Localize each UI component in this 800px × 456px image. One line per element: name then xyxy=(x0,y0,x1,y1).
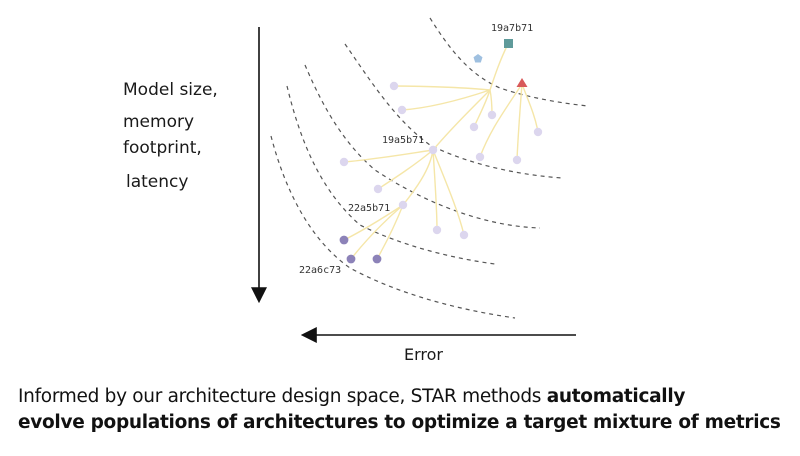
node xyxy=(487,110,497,120)
y-axis-label-line-1: Model size, xyxy=(123,80,218,100)
caption-bold-2: evolve populations of architectures to o… xyxy=(18,412,781,433)
caption: Informed by our architecture design spac… xyxy=(18,384,793,436)
node-evolved xyxy=(346,254,356,264)
evolution-branches xyxy=(343,43,539,260)
node xyxy=(398,200,408,210)
node xyxy=(533,127,543,137)
node xyxy=(475,152,485,162)
y-axis-label-line-3: footprint, xyxy=(123,138,202,158)
node xyxy=(373,184,383,194)
arch-label-top: 19a7b71 xyxy=(491,23,533,34)
y-axis-label-line-4: latency xyxy=(126,172,189,192)
node xyxy=(459,230,469,240)
pentagon-marker-icon xyxy=(473,54,483,63)
arch-label-mid: 19a5b71 xyxy=(382,135,424,146)
caption-bold-1: automatically xyxy=(546,386,686,407)
node xyxy=(397,105,407,115)
arch-label-bottom: 22a6c73 xyxy=(299,265,341,276)
node xyxy=(339,157,349,167)
frontier-2 xyxy=(344,43,563,179)
node xyxy=(428,145,438,155)
frontier-4 xyxy=(286,85,496,265)
frontier-1 xyxy=(429,17,589,107)
node xyxy=(469,122,479,132)
pareto-frontiers xyxy=(270,17,589,319)
node xyxy=(512,155,522,165)
square-marker-icon xyxy=(504,39,513,48)
node xyxy=(389,81,399,91)
triangle-marker-icon xyxy=(516,78,528,87)
node-evolved xyxy=(339,235,349,245)
population-nodes xyxy=(339,39,543,264)
node-evolved xyxy=(372,254,382,264)
x-axis-label: Error xyxy=(404,345,443,364)
caption-regular: Informed by our architecture design spac… xyxy=(18,386,547,407)
node xyxy=(432,225,442,235)
y-axis-label-line-2: memory xyxy=(123,112,195,132)
arch-label-lower: 22a5b71 xyxy=(348,203,390,214)
